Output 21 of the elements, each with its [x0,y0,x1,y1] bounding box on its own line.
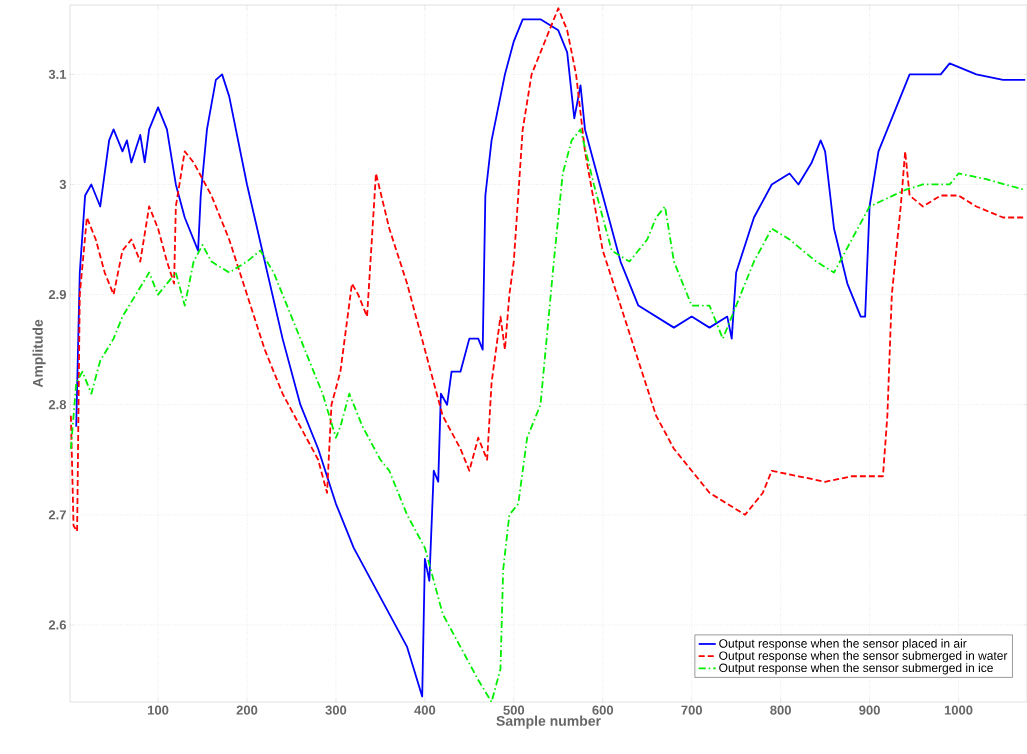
y-tick-label: 2.8 [48,400,67,410]
x-tick-label: 1000 [944,705,973,715]
x-tick-label: 800 [770,705,791,715]
x-tick-label: 100 [148,705,169,715]
x-tick-label: 400 [414,705,436,715]
y-axis-title: Amplitude [32,319,46,388]
x-axis-title: Sample number [496,715,601,729]
legend-label: Output response when the sensor submerged in ice [719,663,993,675]
x-tick-label: 600 [592,705,614,715]
legend-label: Output response when the sensor submerged in water [719,651,1008,663]
y-tick-label: 3 [59,179,67,190]
y-tick-label: 2.7 [48,510,66,520]
x-tick-label: 700 [681,705,703,715]
y-tick-label: 2.6 [48,620,67,630]
x-tick-label: 200 [236,705,258,715]
legend-label: Output response when the sensor placed in air [719,638,967,651]
x-tick-label: 900 [859,705,880,715]
y-tick-label: 2.9 [48,289,66,300]
x-tick-label: 500 [503,705,525,715]
x-tick-label: 300 [325,705,347,715]
y-tick-label: 3.1 [48,69,67,79]
